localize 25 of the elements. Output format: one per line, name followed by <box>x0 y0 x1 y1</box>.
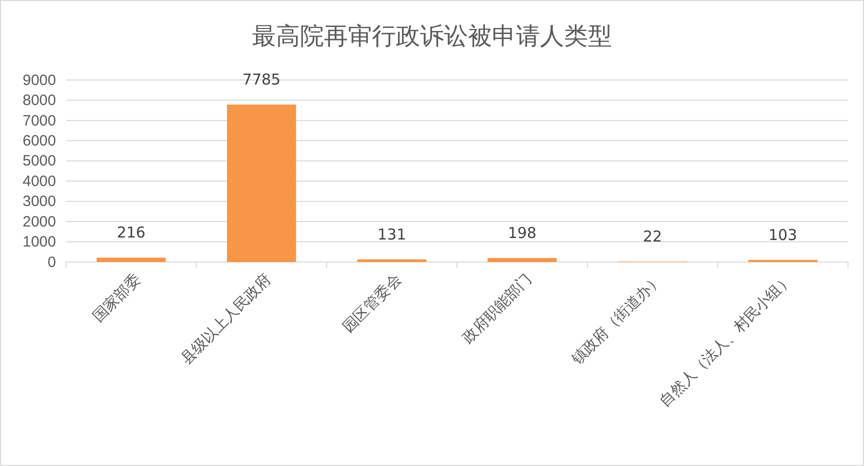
y-tick-label: 7000 <box>22 112 56 130</box>
x-tick-label: 国家部委 <box>88 270 144 326</box>
y-tick-label: 0 <box>48 254 56 271</box>
y-tick-label: 3000 <box>22 193 56 210</box>
data-label: 216 <box>116 224 146 242</box>
y-tick-label: 1000 <box>22 234 56 251</box>
x-tick-label: 县级以上人民政府 <box>176 270 274 368</box>
data-label: 22 <box>642 228 662 246</box>
x-tick-label: 政府职能部门 <box>458 270 536 347</box>
x-tick-label: 园区管委会 <box>339 270 405 336</box>
data-label: 7785 <box>242 70 281 89</box>
y-tick-label: 2000 <box>22 213 56 230</box>
bar <box>488 258 557 262</box>
bar <box>226 104 296 262</box>
data-label: 103 <box>768 226 798 244</box>
y-tick-label: 6000 <box>22 132 56 150</box>
chart-title: 最高院再审行政诉讼被申请人类型 <box>252 22 612 50</box>
bar <box>357 259 426 262</box>
y-tick-label: 5000 <box>22 152 56 170</box>
data-label: 198 <box>508 224 536 242</box>
data-label: 131 <box>378 225 406 244</box>
y-tick-label: 9000 <box>22 72 56 89</box>
y-tick-label: 8000 <box>22 92 56 110</box>
y-tick-label: 4000 <box>22 172 56 190</box>
bar <box>96 258 166 262</box>
